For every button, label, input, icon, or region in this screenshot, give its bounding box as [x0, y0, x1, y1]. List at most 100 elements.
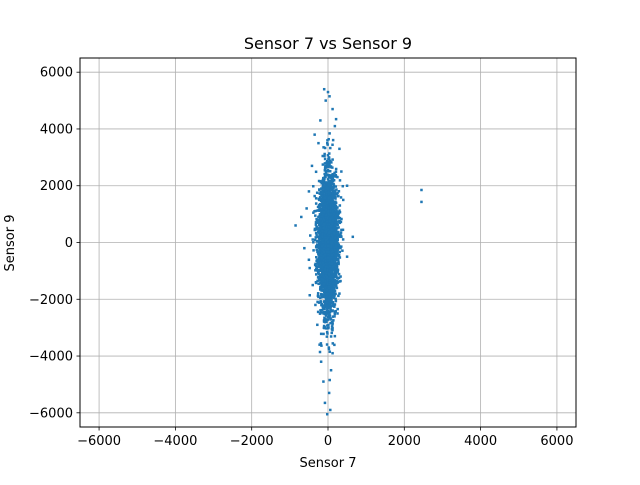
data-point [322, 282, 326, 286]
data-point [312, 211, 315, 214]
data-point [338, 292, 341, 295]
data-point [318, 216, 322, 219]
data-point [319, 219, 322, 222]
data-point [334, 167, 338, 171]
data-point [323, 188, 326, 192]
data-point [328, 132, 331, 135]
data-point [314, 273, 318, 276]
data-point [328, 152, 331, 155]
data-point [328, 214, 332, 217]
data-point [333, 282, 337, 285]
data-point [334, 232, 338, 235]
data-point [334, 175, 338, 178]
data-point [327, 347, 331, 351]
data-point [327, 272, 331, 276]
data-point [318, 241, 321, 245]
data-point [328, 315, 331, 318]
data-point [330, 327, 334, 331]
data-point [334, 299, 338, 303]
data-point [320, 208, 324, 212]
data-point [315, 248, 319, 252]
data-point [323, 157, 327, 161]
data-point [318, 230, 322, 234]
data-point [323, 302, 327, 306]
data-point [327, 285, 331, 289]
data-point [324, 244, 328, 248]
data-point [311, 238, 314, 241]
data-point [334, 240, 337, 244]
data-point [331, 342, 335, 345]
data-point [331, 107, 334, 111]
data-point [330, 259, 333, 263]
data-point [323, 241, 326, 244]
data-point [326, 187, 330, 191]
data-point [340, 217, 343, 221]
x-axis-label: Sensor 7 [300, 456, 357, 471]
data-point [321, 267, 325, 270]
data-point [324, 268, 327, 272]
data-point [331, 302, 334, 305]
data-point [316, 209, 319, 212]
data-point [326, 293, 329, 296]
data-point [339, 279, 342, 283]
data-point [330, 253, 334, 257]
data-point [324, 184, 327, 188]
data-point [322, 176, 325, 180]
data-point [317, 256, 321, 259]
data-point [333, 218, 337, 222]
data-point [325, 343, 329, 346]
data-point [331, 351, 334, 355]
data-point [324, 292, 328, 296]
data-point [334, 196, 337, 200]
data-point [333, 270, 337, 273]
data-point [337, 261, 340, 264]
data-point [329, 165, 333, 168]
data-point [330, 241, 334, 245]
data-point [328, 163, 331, 167]
data-point [333, 315, 336, 318]
data-point [318, 350, 322, 354]
x-tick-label: −2000 [230, 434, 274, 449]
data-point [319, 360, 323, 363]
data-point [325, 220, 329, 223]
data-point [321, 249, 325, 253]
data-point [334, 228, 338, 231]
data-point [335, 188, 338, 191]
data-point [330, 325, 334, 328]
data-point [337, 262, 340, 266]
data-point [335, 213, 339, 217]
data-point [340, 245, 343, 248]
data-point [340, 228, 343, 232]
data-point [328, 261, 332, 264]
data-point [330, 182, 334, 185]
data-point [322, 179, 325, 183]
data-point [322, 219, 326, 222]
data-point [330, 245, 333, 249]
data-point [332, 212, 336, 215]
data-point [329, 176, 332, 179]
data-point [321, 219, 324, 222]
data-point [319, 197, 323, 201]
data-point [322, 185, 325, 188]
data-point [333, 258, 337, 261]
data-point [314, 202, 318, 205]
data-point [332, 269, 336, 272]
data-point [331, 138, 335, 142]
data-point [332, 287, 336, 291]
data-point [319, 265, 322, 269]
data-point [322, 310, 326, 314]
data-point [337, 190, 341, 193]
data-point [318, 196, 322, 199]
data-point [323, 300, 326, 304]
data-point [324, 206, 327, 210]
data-point [325, 280, 329, 283]
data-point [316, 292, 320, 295]
data-point [318, 206, 321, 210]
data-point [326, 163, 329, 167]
data-point [323, 401, 327, 405]
data-point [333, 246, 336, 250]
data-point [317, 301, 321, 304]
data-point [329, 368, 333, 372]
data-point [327, 183, 331, 187]
data-point [325, 199, 328, 202]
